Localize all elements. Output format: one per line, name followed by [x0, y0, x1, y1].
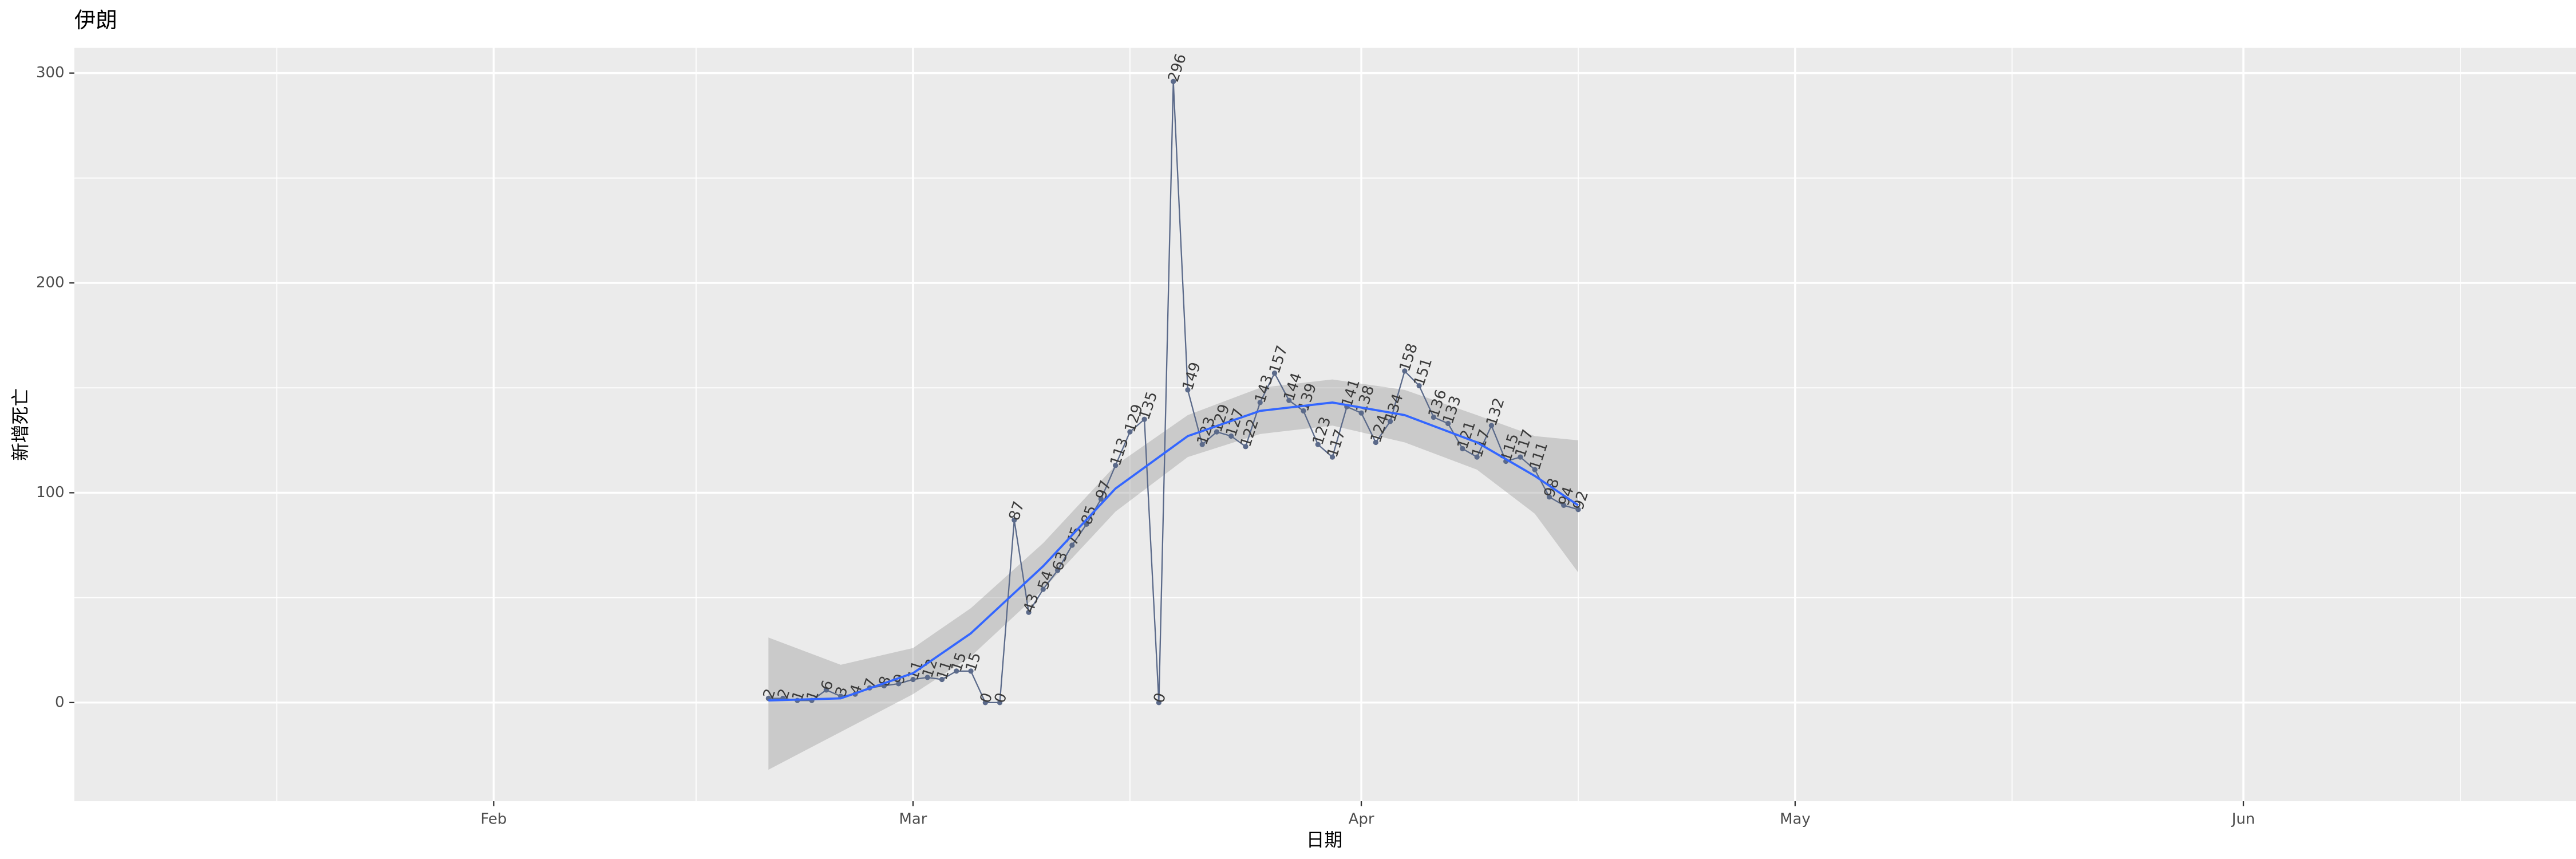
data-point	[1069, 542, 1075, 548]
panel	[74, 48, 2576, 802]
data-point	[1431, 414, 1436, 420]
y-tick-label: 200	[36, 274, 65, 291]
data-point	[1214, 429, 1220, 435]
x-tick-label: Jun	[2231, 810, 2255, 828]
data-point	[1113, 463, 1119, 468]
data-point	[1416, 383, 1422, 389]
data-point	[1575, 507, 1581, 513]
data-point	[1445, 420, 1451, 427]
data-point	[939, 676, 945, 683]
data-point	[1460, 446, 1465, 452]
data-point	[1373, 439, 1378, 446]
data-point	[1026, 609, 1032, 615]
data-point	[1271, 370, 1278, 376]
x-tick-label: May	[1780, 810, 1811, 828]
data-point	[1546, 494, 1552, 500]
data-point	[910, 676, 916, 683]
data-point	[1012, 517, 1017, 523]
smooth-line	[768, 401, 1579, 702]
x-axis-title: 日期	[1306, 830, 1342, 850]
data-point	[1040, 586, 1046, 592]
data-point	[997, 700, 1003, 706]
data-point	[1098, 496, 1104, 502]
data-point	[968, 668, 974, 674]
y-axis-title: 新增死亡	[11, 388, 31, 461]
data-point	[1286, 397, 1292, 403]
data-point	[954, 668, 959, 674]
data-point	[1488, 423, 1495, 428]
data-point	[1532, 467, 1538, 472]
data-point	[1228, 433, 1234, 439]
data-point	[1387, 419, 1393, 424]
data-point	[1561, 502, 1567, 509]
data-point	[982, 700, 988, 706]
grid: 0 100 200 300 Feb Mar Apr May Jun	[36, 48, 2576, 828]
data-point	[924, 675, 930, 680]
data-point	[1156, 700, 1162, 706]
data-point	[1199, 442, 1205, 447]
y-tick-label: 0	[55, 693, 65, 711]
data-point	[1329, 454, 1336, 460]
plot-area: 2211634789111211151500874354637585971131…	[760, 52, 1592, 770]
data-point	[1402, 368, 1408, 374]
x-tick-label: Feb	[480, 810, 507, 828]
data-point	[1358, 410, 1364, 416]
x-tick-label: Apr	[1349, 810, 1374, 828]
data-point	[896, 681, 902, 687]
data-point	[1185, 387, 1191, 393]
data-point	[823, 687, 829, 693]
data-point	[1243, 444, 1249, 450]
y-tick-label: 100	[36, 484, 65, 501]
data-point	[1054, 568, 1061, 573]
data-point	[1171, 78, 1176, 84]
data-point	[1084, 521, 1089, 527]
data-point	[1257, 400, 1263, 405]
data-point	[1141, 416, 1147, 422]
y-tick-label: 300	[36, 64, 65, 81]
data-point	[1301, 408, 1306, 414]
data-point	[1127, 429, 1133, 435]
x-tick-label: Mar	[899, 810, 927, 828]
data-point	[1474, 454, 1480, 460]
chart-title: 伊朗	[74, 7, 117, 33]
data-point	[1518, 454, 1523, 460]
data-point	[1315, 442, 1321, 447]
confidence-band	[768, 379, 1578, 770]
